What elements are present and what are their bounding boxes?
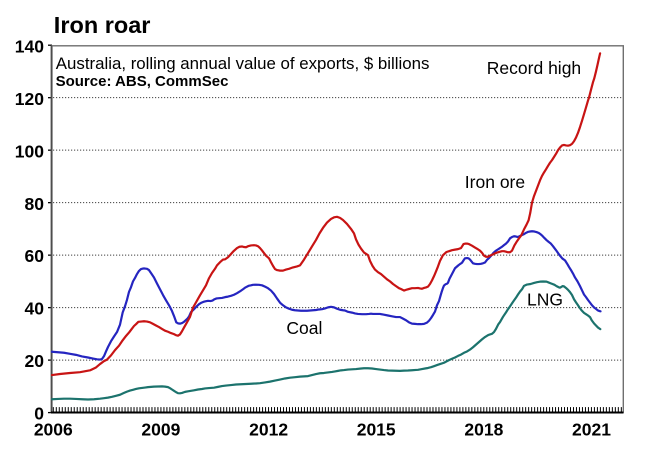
svg-text:120: 120 bbox=[15, 89, 44, 109]
svg-text:0: 0 bbox=[34, 404, 44, 424]
svg-text:Iron ore: Iron ore bbox=[465, 172, 525, 192]
svg-text:140: 140 bbox=[15, 36, 44, 56]
svg-text:Record high: Record high bbox=[487, 58, 581, 78]
svg-text:100: 100 bbox=[15, 141, 44, 161]
svg-text:Australia, rolling annual valu: Australia, rolling annual value of expor… bbox=[56, 54, 430, 73]
svg-text:2021: 2021 bbox=[572, 420, 611, 440]
svg-text:2015: 2015 bbox=[357, 420, 396, 440]
svg-text:2009: 2009 bbox=[141, 420, 180, 440]
svg-text:2012: 2012 bbox=[249, 420, 288, 440]
svg-text:LNG: LNG bbox=[527, 290, 563, 310]
svg-text:20: 20 bbox=[25, 351, 45, 371]
svg-text:40: 40 bbox=[25, 299, 45, 319]
svg-text:Source: ABS, CommSec: Source: ABS, CommSec bbox=[56, 73, 229, 90]
svg-text:2006: 2006 bbox=[34, 420, 73, 440]
svg-text:80: 80 bbox=[25, 194, 45, 214]
svg-text:Coal: Coal bbox=[286, 318, 322, 338]
svg-text:Iron roar: Iron roar bbox=[54, 12, 151, 38]
svg-text:2018: 2018 bbox=[464, 420, 503, 440]
svg-text:60: 60 bbox=[25, 246, 45, 266]
